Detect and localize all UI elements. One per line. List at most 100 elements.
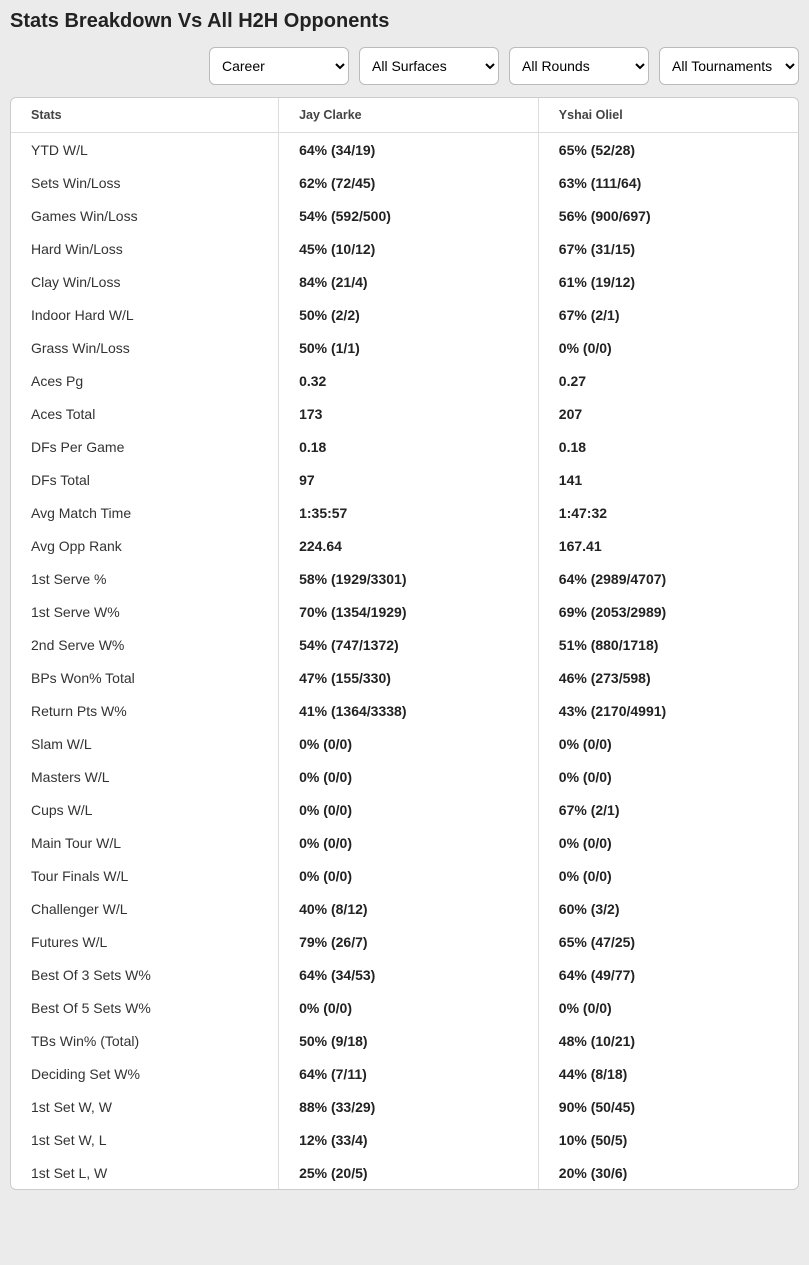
stat-label: Masters W/L [11,760,279,793]
col-header-stats: Stats [11,98,279,133]
stats-table-container: Stats Jay Clarke Yshai Oliel YTD W/L64% … [10,97,799,1190]
stat-label: Aces Total [11,397,279,430]
tournament-select[interactable]: All Tournaments [659,47,799,85]
player1-value: 64% (7/11) [279,1057,539,1090]
player2-value: 51% (880/1718) [538,628,798,661]
player1-value: 25% (20/5) [279,1156,539,1189]
stat-label: 1st Set L, W [11,1156,279,1189]
player1-value: 54% (747/1372) [279,628,539,661]
player2-value: 67% (2/1) [538,793,798,826]
player2-value: 0.27 [538,364,798,397]
stat-label: Deciding Set W% [11,1057,279,1090]
player2-value: 10% (50/5) [538,1123,798,1156]
player2-value: 56% (900/697) [538,199,798,232]
player1-value: 97 [279,463,539,496]
stat-label: Grass Win/Loss [11,331,279,364]
table-row: Hard Win/Loss45% (10/12)67% (31/15) [11,232,798,265]
table-row: Masters W/L0% (0/0)0% (0/0) [11,760,798,793]
player1-value: 45% (10/12) [279,232,539,265]
stat-label: 2nd Serve W% [11,628,279,661]
player2-value: 0% (0/0) [538,991,798,1024]
stat-label: Challenger W/L [11,892,279,925]
stat-label: Avg Opp Rank [11,529,279,562]
table-row: Aces Total173207 [11,397,798,430]
player2-value: 0.18 [538,430,798,463]
stat-label: Tour Finals W/L [11,859,279,892]
player1-value: 50% (9/18) [279,1024,539,1057]
table-row: Aces Pg0.320.27 [11,364,798,397]
player2-value: 60% (3/2) [538,892,798,925]
player1-value: 12% (33/4) [279,1123,539,1156]
stat-label: Games Win/Loss [11,199,279,232]
table-row: Clay Win/Loss84% (21/4)61% (19/12) [11,265,798,298]
stat-label: 1st Serve W% [11,595,279,628]
stat-label: Return Pts W% [11,694,279,727]
col-header-player2: Yshai Oliel [538,98,798,133]
table-row: Avg Match Time1:35:571:47:32 [11,496,798,529]
stat-label: Avg Match Time [11,496,279,529]
table-row: Challenger W/L40% (8/12)60% (3/2) [11,892,798,925]
stat-label: Best Of 5 Sets W% [11,991,279,1024]
round-select[interactable]: All Rounds [509,47,649,85]
player1-value: 88% (33/29) [279,1090,539,1123]
table-row: Cups W/L0% (0/0)67% (2/1) [11,793,798,826]
player1-value: 0% (0/0) [279,859,539,892]
table-row: TBs Win% (Total)50% (9/18)48% (10/21) [11,1024,798,1057]
stat-label: Aces Pg [11,364,279,397]
player1-value: 47% (155/330) [279,661,539,694]
table-row: Return Pts W%41% (1364/3338)43% (2170/49… [11,694,798,727]
table-row: DFs Total97141 [11,463,798,496]
player1-value: 64% (34/19) [279,133,539,167]
table-row: 1st Set W, L12% (33/4)10% (50/5) [11,1123,798,1156]
player2-value: 65% (47/25) [538,925,798,958]
player1-value: 58% (1929/3301) [279,562,539,595]
stat-label: Hard Win/Loss [11,232,279,265]
stat-label: DFs Per Game [11,430,279,463]
table-row: Best Of 5 Sets W%0% (0/0)0% (0/0) [11,991,798,1024]
stat-label: Main Tour W/L [11,826,279,859]
player1-value: 0.18 [279,430,539,463]
stat-label: Slam W/L [11,727,279,760]
table-row: 2nd Serve W%54% (747/1372)51% (880/1718) [11,628,798,661]
player1-value: 0% (0/0) [279,727,539,760]
table-row: Tour Finals W/L0% (0/0)0% (0/0) [11,859,798,892]
player1-value: 50% (1/1) [279,331,539,364]
page-title: Stats Breakdown Vs All H2H Opponents [10,10,799,33]
player2-value: 0% (0/0) [538,727,798,760]
table-header-row: Stats Jay Clarke Yshai Oliel [11,98,798,133]
stat-label: 1st Set W, L [11,1123,279,1156]
player2-value: 64% (49/77) [538,958,798,991]
table-row: Futures W/L79% (26/7)65% (47/25) [11,925,798,958]
table-row: Games Win/Loss54% (592/500)56% (900/697) [11,199,798,232]
stat-label: Clay Win/Loss [11,265,279,298]
stat-label: Cups W/L [11,793,279,826]
col-header-player1: Jay Clarke [279,98,539,133]
stat-label: Sets Win/Loss [11,166,279,199]
player2-value: 64% (2989/4707) [538,562,798,595]
table-row: Sets Win/Loss62% (72/45)63% (111/64) [11,166,798,199]
table-row: 1st Set L, W25% (20/5)20% (30/6) [11,1156,798,1189]
stat-label: DFs Total [11,463,279,496]
table-row: 1st Set W, W88% (33/29)90% (50/45) [11,1090,798,1123]
player1-value: 41% (1364/3338) [279,694,539,727]
player2-value: 65% (52/28) [538,133,798,167]
player2-value: 63% (111/64) [538,166,798,199]
player2-value: 20% (30/6) [538,1156,798,1189]
table-row: 1st Serve %58% (1929/3301)64% (2989/4707… [11,562,798,595]
surface-select[interactable]: All Surfaces [359,47,499,85]
table-row: DFs Per Game0.180.18 [11,430,798,463]
stat-label: BPs Won% Total [11,661,279,694]
table-row: Slam W/L0% (0/0)0% (0/0) [11,727,798,760]
table-row: Grass Win/Loss50% (1/1)0% (0/0) [11,331,798,364]
stat-label: Best Of 3 Sets W% [11,958,279,991]
player1-value: 224.64 [279,529,539,562]
player1-value: 54% (592/500) [279,199,539,232]
career-select[interactable]: Career [209,47,349,85]
table-row: Best Of 3 Sets W%64% (34/53)64% (49/77) [11,958,798,991]
player2-value: 207 [538,397,798,430]
player2-value: 141 [538,463,798,496]
table-row: Deciding Set W%64% (7/11)44% (8/18) [11,1057,798,1090]
table-row: Indoor Hard W/L50% (2/2)67% (2/1) [11,298,798,331]
player1-value: 40% (8/12) [279,892,539,925]
player2-value: 0% (0/0) [538,760,798,793]
